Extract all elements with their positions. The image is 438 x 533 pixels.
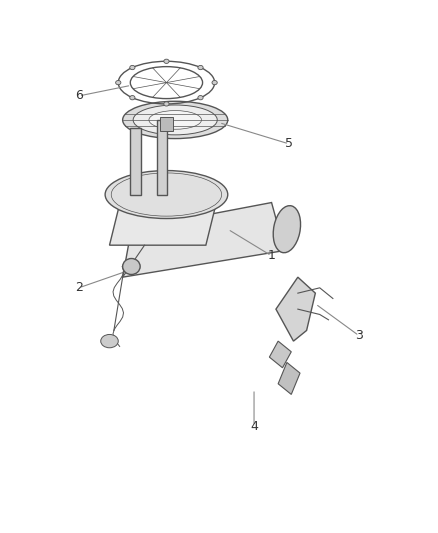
Ellipse shape xyxy=(133,105,217,135)
Text: 5: 5 xyxy=(285,138,293,150)
Text: 6: 6 xyxy=(75,90,83,102)
Ellipse shape xyxy=(105,171,228,219)
Polygon shape xyxy=(269,341,291,368)
Polygon shape xyxy=(110,192,219,245)
Ellipse shape xyxy=(198,95,203,100)
Ellipse shape xyxy=(123,101,228,139)
Ellipse shape xyxy=(116,80,121,85)
Ellipse shape xyxy=(130,95,135,100)
Ellipse shape xyxy=(123,259,140,274)
Polygon shape xyxy=(278,362,300,394)
Ellipse shape xyxy=(273,206,300,253)
Text: 3: 3 xyxy=(355,329,363,342)
FancyBboxPatch shape xyxy=(160,117,173,131)
Ellipse shape xyxy=(212,80,217,85)
FancyBboxPatch shape xyxy=(157,120,167,195)
Polygon shape xyxy=(276,277,315,341)
Ellipse shape xyxy=(164,59,169,63)
Ellipse shape xyxy=(130,66,135,70)
Text: 1: 1 xyxy=(268,249,276,262)
Polygon shape xyxy=(123,203,285,277)
FancyBboxPatch shape xyxy=(131,128,141,195)
Ellipse shape xyxy=(149,111,201,130)
Ellipse shape xyxy=(164,102,169,106)
Ellipse shape xyxy=(101,335,118,348)
Text: 2: 2 xyxy=(75,281,83,294)
Ellipse shape xyxy=(198,66,203,70)
Text: 4: 4 xyxy=(250,420,258,433)
